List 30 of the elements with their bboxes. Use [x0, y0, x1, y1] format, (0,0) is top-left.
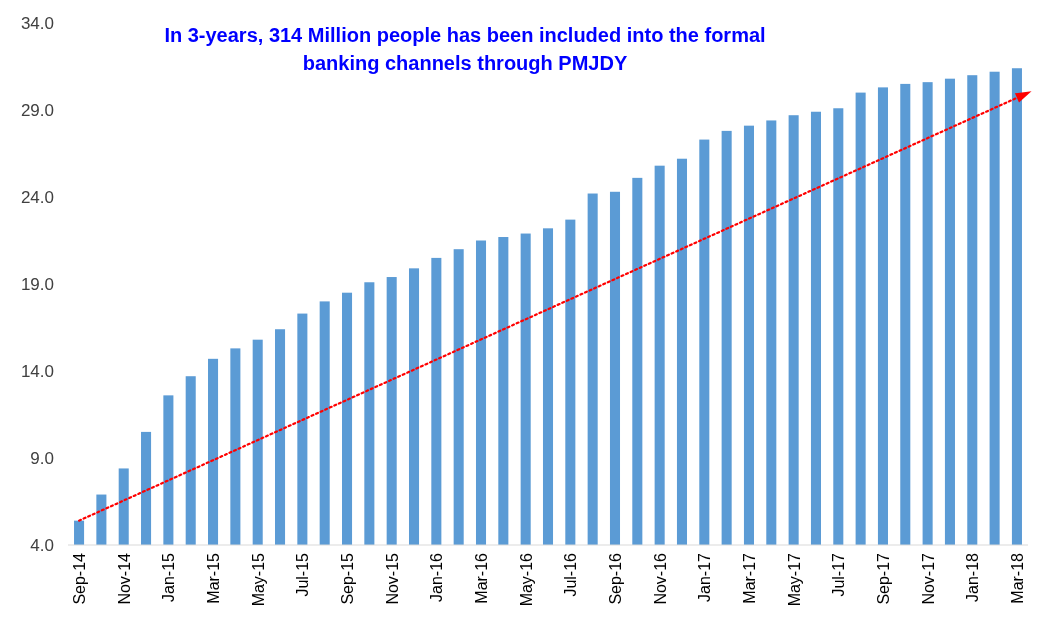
x-tick-label: Nov-17: [919, 552, 937, 605]
y-tick-label: 29.0: [20, 100, 54, 120]
x-tick-label: May-16: [517, 552, 535, 607]
x-tick-label: May-15: [249, 552, 267, 607]
y-tick-label: 24.0: [20, 187, 54, 207]
text: In 3-years, 314 Million people has been included into the formal banking channels through PMJDY: [164, 24, 766, 74]
x-tick-label: Jan-16: [428, 552, 446, 602]
x-tick-label: Jan-15: [160, 552, 178, 602]
x-tick-label: May-17: [785, 552, 803, 607]
x-tick-label: Nov-16: [651, 552, 669, 605]
x-tick-label: Sep-15: [339, 552, 357, 605]
y-tick-label: 34.0: [20, 13, 54, 33]
x-tick-label: Mar-17: [740, 552, 758, 604]
x-tick-label: Sep-14: [71, 552, 89, 605]
y-tick-label: 14.0: [20, 361, 54, 381]
x-tick-label: Jul-15: [294, 552, 312, 597]
x-tick-label: Jul-17: [830, 552, 848, 597]
x-tick-label: Sep-17: [874, 552, 892, 605]
x-tick-label: Sep-16: [606, 552, 624, 605]
y-tick-label: 19.0: [20, 274, 54, 294]
x-tick-label: Jan-17: [696, 552, 714, 602]
x-tick-label: Mar-18: [1008, 552, 1026, 604]
x-tick-label: Nov-14: [115, 552, 133, 605]
x-tick-label: Jan-18: [964, 552, 982, 602]
x-tick-label: Nov-15: [383, 552, 401, 605]
y-tick-label: 9.0: [30, 448, 54, 468]
x-tick-label: Jul-16: [562, 552, 580, 597]
y-tick-label: 4.0: [30, 535, 54, 555]
x-tick-label: Mar-15: [205, 552, 223, 604]
x-tick-label: Mar-16: [473, 552, 491, 604]
